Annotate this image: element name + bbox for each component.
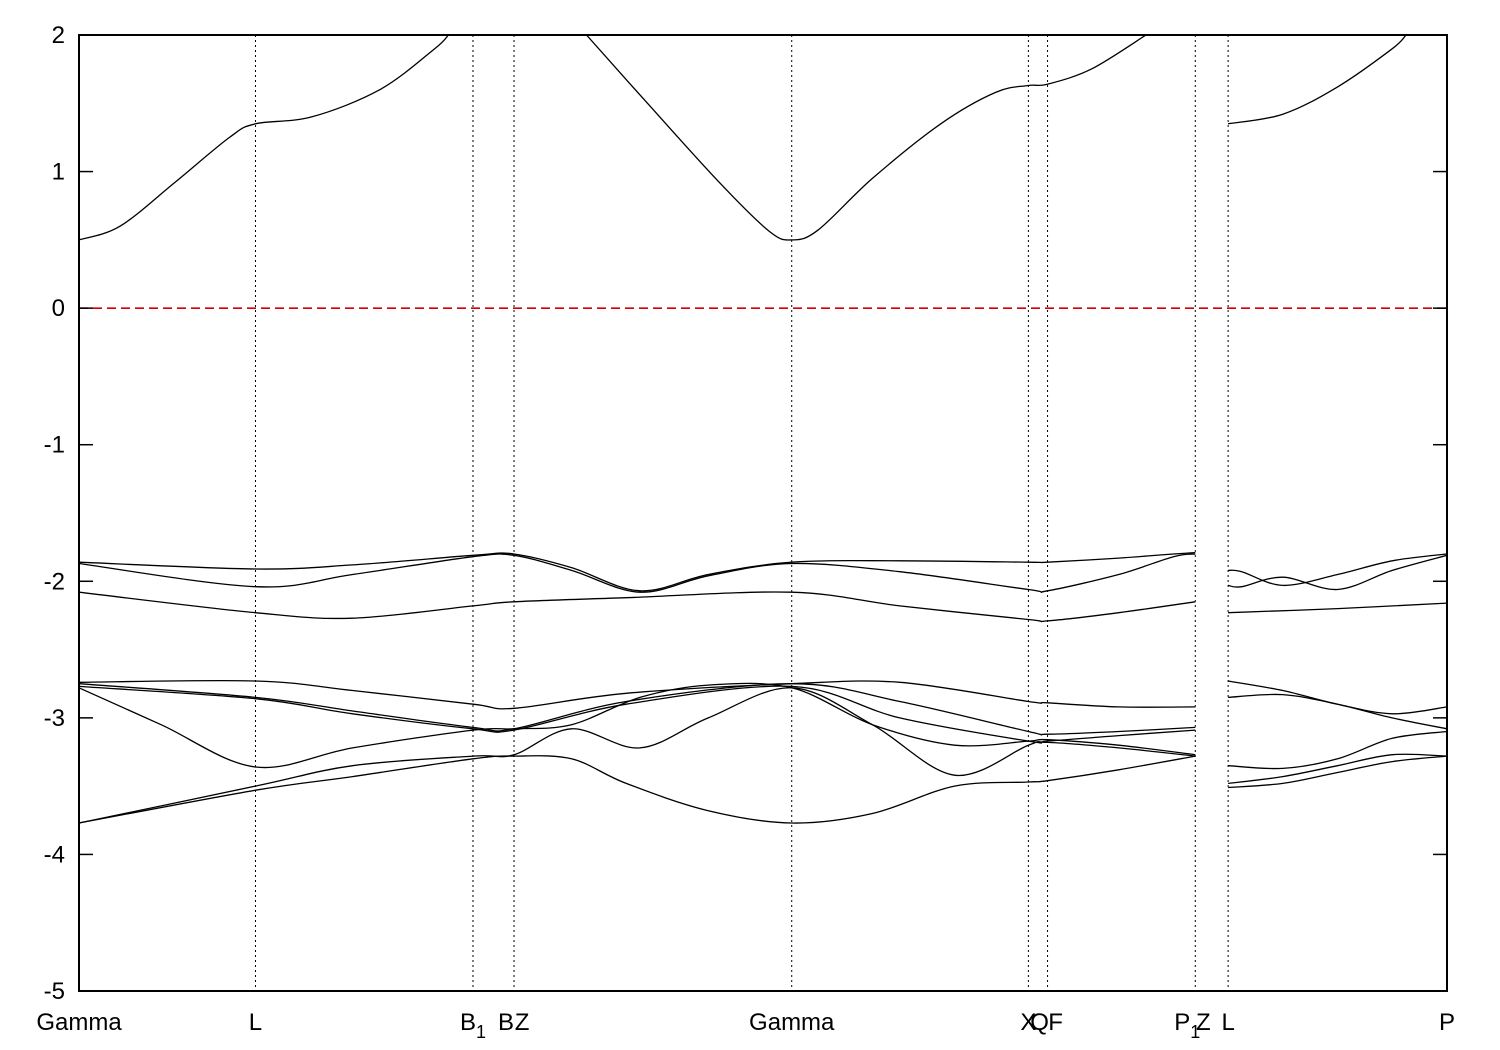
- x-tick-label: F: [1048, 1009, 1063, 1036]
- x-tick-label: L: [1221, 1009, 1234, 1036]
- band-line: [79, 591, 1196, 623]
- x-tick-label: X: [1020, 1009, 1036, 1036]
- band-line: [79, 682, 1196, 769]
- band-line: [1227, 35, 1407, 125]
- axes: [78, 34, 1448, 992]
- band-line: [586, 35, 1147, 241]
- x-tick-subscript: 1: [476, 1022, 486, 1042]
- x-tick-label: Gamma: [36, 1009, 122, 1036]
- band-line: [79, 35, 449, 241]
- band-line: [1228, 553, 1447, 587]
- y-tick-label: 1: [52, 159, 65, 186]
- band-line: [79, 551, 1196, 592]
- band-line: [79, 683, 1196, 736]
- band-line: [1227, 680, 1447, 715]
- plot-frame: [78, 34, 1448, 992]
- y-tick-label: -2: [44, 568, 65, 595]
- x-tick-label: P: [1439, 1009, 1455, 1036]
- y-tick-label: -4: [44, 841, 65, 868]
- y-tick-label: -1: [44, 432, 65, 459]
- band-line: [79, 553, 1196, 593]
- x-tick-label: B: [498, 1009, 514, 1036]
- y-tick-label: -3: [44, 705, 65, 732]
- band-line: [79, 687, 1196, 824]
- x-tick-label: Gamma: [749, 1009, 835, 1036]
- band-line: [79, 679, 1196, 710]
- x-tick-label: Q: [1030, 1009, 1049, 1036]
- x-tick-label: B1: [460, 1009, 486, 1042]
- band-line: [1228, 753, 1447, 785]
- y-tick-label: 2: [52, 22, 65, 49]
- y-tick-label: 0: [52, 295, 65, 322]
- band-line: [1228, 602, 1447, 614]
- x-tick-label: Z: [1196, 1009, 1211, 1036]
- band-line: [79, 685, 1196, 744]
- band-line: [1228, 755, 1447, 789]
- band-line: [1228, 730, 1447, 770]
- band-line: [1228, 693, 1447, 730]
- x-tick-label: L: [249, 1009, 262, 1036]
- x-tick-label: Z: [515, 1009, 530, 1036]
- x-tick-subscript: 1: [1190, 1022, 1200, 1042]
- band-lines: [79, 35, 1447, 824]
- y-tick-label: -5: [44, 978, 65, 1005]
- band-line: [1227, 554, 1447, 591]
- kpoint-lines: [254, 35, 1229, 991]
- band-line: [79, 755, 1196, 824]
